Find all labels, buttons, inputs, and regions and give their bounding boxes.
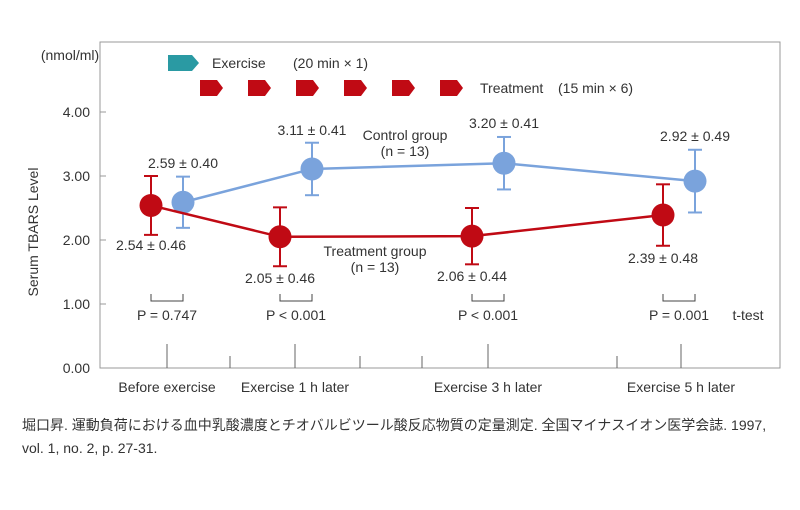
treatment-arrow-icon [392,80,415,96]
legend-treatment: Treatment (15 min × 6) [200,80,633,96]
control-data-point [300,157,324,181]
p-value-label: P = 0.747 [137,307,197,323]
x-axis: Before exercise Exercise 1 h later Exercis… [118,344,735,395]
control-data-point [171,190,195,214]
treatment-arrows [200,80,463,96]
x-category-label: Exercise 1 h later [241,379,349,395]
control-series-line [182,161,696,204]
legend-treatment-label: Treatment [480,80,543,96]
citation: 堀口昇. 運動負荷における血中乳酸濃度とチオバルビツール酸反応物質の定量測定. … [22,417,767,456]
data-label: 3.20 ± 0.41 [469,115,539,131]
tbars-chart: (nmol/ml) Serum TBARS Level 0.00 1.00 2.00… [25,41,781,395]
p-value-bracket [662,294,696,302]
control-data-point [492,151,516,175]
y-tick-label: 1.00 [63,296,90,312]
legend-treatment-detail: (15 min × 6) [558,80,633,96]
treatment-group-n: (n = 13) [351,259,400,275]
treatment-arrow-icon [344,80,367,96]
data-label: 2.54 ± 0.46 [116,237,186,253]
p-value-bracket [279,294,313,302]
y-tick-label: 2.00 [63,232,90,248]
series-layer: 2.59 ± 0.40 3.11 ± 0.41 3.20 ± 0.41 2.92 ± … [116,115,730,286]
x-category-label: Exercise 5 h later [627,379,735,395]
treatment-data-point [139,193,163,217]
data-label: 2.92 ± 0.49 [660,128,730,144]
control-data-point [683,169,707,193]
y-unit-label: (nmol/ml) [41,47,99,63]
y-tick-label: 0.00 [63,360,90,376]
p-value-label: P < 0.001 [266,307,326,323]
data-label: 3.11 ± 0.41 [278,122,347,138]
treatment-data-point [460,224,484,248]
treatment-data-point [651,203,675,227]
data-label: 2.39 ± 0.48 [628,250,698,266]
y-axis-ticks: 0.00 1.00 2.00 3.00 4.00 [63,104,106,376]
y-axis-title: Serum TBARS Level [25,168,41,297]
treatment-data-point [268,225,292,249]
data-label: 2.06 ± 0.44 [437,268,507,284]
y-tick-label: 3.00 [63,168,90,184]
legend-exercise-detail: (20 min × 1) [293,55,368,71]
p-values: P = 0.747 P < 0.001 P < 0.001 P = 0.001 [137,294,709,323]
y-tick-label: 4.00 [63,104,90,120]
control-group-n: (n = 13) [381,143,430,159]
p-value-bracket [150,294,184,302]
x-category-label: Exercise 3 h later [434,379,542,395]
control-group-label: Control group [363,127,448,143]
data-label: 2.59 ± 0.40 [148,155,218,171]
legend-exercise: Exercise (20 min × 1) [168,55,368,71]
data-label: 2.05 ± 0.46 [245,270,315,286]
p-value-label: P = 0.001 [649,307,709,323]
exercise-arrow-icon [168,55,199,71]
legend-exercise-label: Exercise [212,55,266,71]
p-value-bracket [471,294,505,302]
x-category-label: Before exercise [118,379,215,395]
treatment-arrow-icon [296,80,319,96]
t-test-label: t-test [732,307,763,323]
treatment-arrow-icon [200,80,223,96]
plot-frame [99,41,781,369]
treatment-arrow-icon [440,80,463,96]
treatment-group-label: Treatment group [324,243,427,259]
p-value-label: P < 0.001 [458,307,518,323]
treatment-series-line [150,204,664,239]
treatment-arrow-icon [248,80,271,96]
